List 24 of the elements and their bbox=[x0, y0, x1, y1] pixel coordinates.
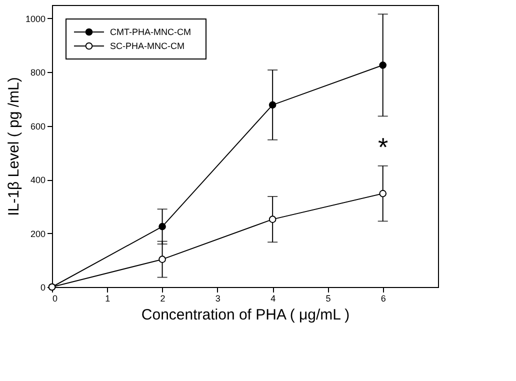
y-tick-label: 800 bbox=[30, 68, 46, 78]
legend-label: SC-PHA-MNC-CM bbox=[110, 41, 184, 51]
y-tick-label: 400 bbox=[30, 175, 46, 186]
point bbox=[158, 256, 166, 263]
x-axis-title: Concentration of PHA ( μg/mL ) bbox=[141, 306, 350, 324]
x-tick-label: 3 bbox=[215, 294, 220, 304]
y-tick-label: 0 bbox=[40, 282, 46, 292]
x-tick-label: 0 bbox=[52, 294, 58, 304]
point bbox=[379, 190, 387, 198]
x-tick-label: 4 bbox=[270, 294, 276, 304]
legend-label: CMT-PHA-MNC-CM bbox=[110, 27, 191, 37]
point bbox=[379, 62, 387, 69]
point bbox=[158, 222, 166, 230]
x-tick-label: 6 bbox=[380, 294, 386, 304]
x-tick-label: 1 bbox=[105, 294, 110, 304]
x-tick-label: 2 bbox=[160, 294, 166, 304]
y-tick-label: 1000 bbox=[25, 14, 46, 24]
x-tick-label: 5 bbox=[326, 294, 331, 304]
point bbox=[268, 101, 276, 109]
y-axis-title: IL-1β Level ( pg /mL) bbox=[5, 77, 22, 216]
y-tick-label: 600 bbox=[30, 121, 46, 132]
point bbox=[268, 216, 276, 223]
y-tick-label: 200 bbox=[30, 228, 46, 239]
annotation: * bbox=[378, 132, 388, 162]
